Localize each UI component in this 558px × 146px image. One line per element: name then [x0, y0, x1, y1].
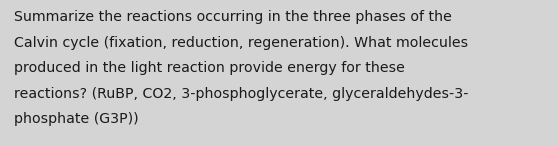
- Text: Calvin cycle (fixation, reduction, regeneration). What molecules: Calvin cycle (fixation, reduction, regen…: [14, 36, 468, 50]
- Text: phosphate (G3P)): phosphate (G3P)): [14, 112, 138, 126]
- Text: Summarize the reactions occurring in the three phases of the: Summarize the reactions occurring in the…: [14, 10, 452, 24]
- Text: produced in the light reaction provide energy for these: produced in the light reaction provide e…: [14, 61, 405, 75]
- Text: reactions? (RuBP, CO2, 3-phosphoglycerate, glyceraldehydes-3-: reactions? (RuBP, CO2, 3-phosphoglycerat…: [14, 87, 469, 101]
